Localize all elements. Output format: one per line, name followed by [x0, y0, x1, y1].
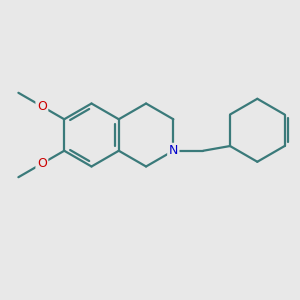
Text: O: O	[37, 100, 47, 113]
Text: N: N	[169, 144, 178, 157]
Text: O: O	[37, 157, 47, 170]
